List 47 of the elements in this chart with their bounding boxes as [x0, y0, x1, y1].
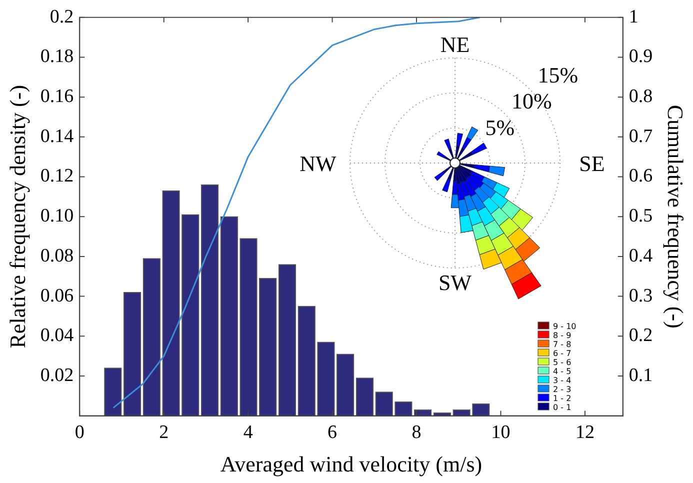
y-tick-label: 0.14 [40, 126, 74, 147]
y2-tick-label: 0.9 [628, 46, 653, 68]
annotation: SE [579, 151, 605, 176]
y-tick-label: 0.2 [50, 6, 74, 28]
x-tick-label: 4 [243, 422, 254, 444]
y-axis-title: Relative frequency density (-) [4, 84, 30, 348]
y2-axis-title: Cumulative frequency (-) [663, 104, 688, 328]
y-tick-label: 0.16 [40, 86, 74, 108]
y-tick-label: 0.08 [40, 245, 74, 266]
y-tick-label: 0.12 [40, 166, 74, 187]
category-label: 2 - 3 [553, 385, 572, 394]
y2-tick-label: 0.3 [628, 285, 653, 306]
annotation: SW [438, 270, 472, 295]
annotation: 5% [485, 114, 515, 140]
y-tick-label: 0.10 [40, 206, 74, 227]
x-tick-label: 2 [159, 422, 169, 444]
category-label: 6 - 7 [553, 349, 572, 358]
annotation: 10% [512, 88, 552, 114]
y2-tick-label: 0.5 [628, 206, 653, 227]
y-tick-label: 0.06 [40, 285, 74, 306]
y2-tick-label: 0.6 [628, 166, 653, 187]
x-tick-label: 0 [74, 422, 84, 444]
y2-tick-label: 0.2 [628, 325, 653, 346]
annotation: 15% [538, 62, 578, 88]
y-tick-label: 0.04 [40, 325, 74, 346]
annotation: NW [300, 151, 337, 176]
y2-tick-label: 1 [628, 6, 638, 28]
x-axis-title: Averaged wind velocity (m/s) [220, 452, 482, 477]
x-tick-label: 10 [491, 422, 510, 444]
category-label: 5 - 6 [553, 358, 572, 367]
category-label: 9 - 10 [553, 322, 576, 331]
category-label: 8 - 9 [553, 331, 572, 340]
y2-tick-label: 0.4 [628, 245, 654, 266]
y2-tick-label: 0.7 [628, 126, 653, 147]
y-tick-label: 0.18 [40, 46, 74, 68]
category-label: 3 - 4 [553, 376, 572, 385]
x-tick-label: 12 [575, 422, 594, 444]
y-tick-label: 0.02 [40, 364, 74, 386]
x-tick-label: 6 [328, 422, 338, 444]
y2-tick-label: 0.1 [628, 364, 653, 386]
annotation: NE [440, 32, 470, 57]
category-label: 0 - 1 [553, 403, 572, 412]
category-label: 4 - 5 [553, 367, 572, 376]
category-label: 1 - 2 [553, 394, 572, 403]
category-label: 7 - 8 [553, 340, 572, 349]
y2-tick-label: 0.8 [628, 86, 653, 108]
x-tick-label: 8 [412, 422, 422, 444]
